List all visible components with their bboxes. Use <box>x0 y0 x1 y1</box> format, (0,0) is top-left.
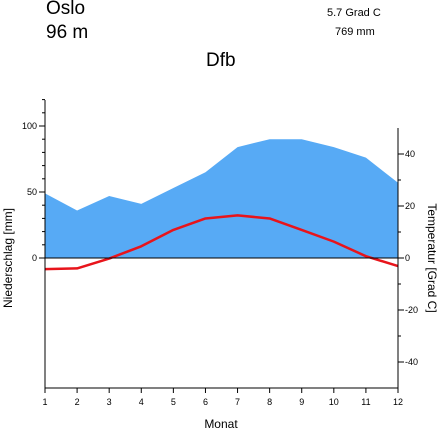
x-tick-label: 4 <box>139 397 144 407</box>
right-tick-label: 40 <box>405 149 415 159</box>
x-tick-label: 7 <box>235 397 240 407</box>
mean-temperature: 5.7 Grad C <box>327 7 381 19</box>
station-name: Oslo <box>46 0 86 19</box>
temperature-line <box>44 214 399 271</box>
x-tick-label: 3 <box>107 397 112 407</box>
left-axis-label: Niederschlag [mm] <box>1 208 15 308</box>
x-tick-label: 6 <box>203 397 208 407</box>
annual-precipitation: 769 mm <box>335 26 375 38</box>
right-tick-label: 0 <box>405 253 410 263</box>
left-tick-label: 0 <box>32 253 37 263</box>
x-tick-label: 10 <box>329 397 339 407</box>
climate-class: Dfb <box>206 50 236 71</box>
x-tick-label: 8 <box>267 397 272 407</box>
station-elevation: 96 m <box>46 22 89 43</box>
x-tick-label: 1 <box>42 397 47 407</box>
right-axis-label: Temperatur [Grad C] <box>425 203 439 312</box>
left-tick-label: 100 <box>22 121 37 131</box>
x-tick-label: 5 <box>171 397 176 407</box>
x-tick-label: 2 <box>75 397 80 407</box>
x-tick-label: 12 <box>393 397 403 407</box>
right-tick-label: -40 <box>405 357 418 367</box>
precipitation-area <box>45 139 398 258</box>
x-axis-label: Monat <box>204 417 238 430</box>
x-tick-label: 9 <box>299 397 304 407</box>
left-tick-label: 50 <box>27 187 37 197</box>
right-tick-label: -20 <box>405 305 418 315</box>
x-tick-label: 11 <box>361 397 370 407</box>
precipitation-layer <box>44 139 399 258</box>
right-tick-label: 20 <box>405 201 415 211</box>
